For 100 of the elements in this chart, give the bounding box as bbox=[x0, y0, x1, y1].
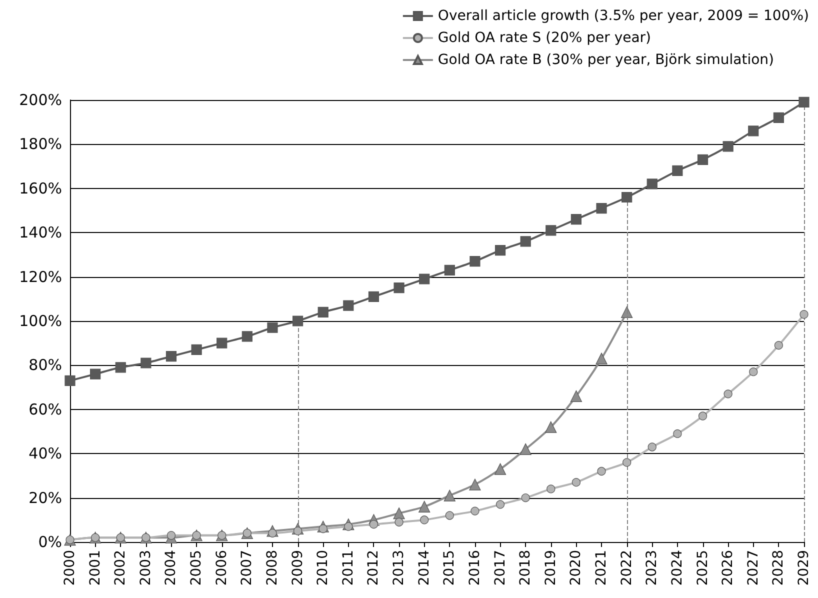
point bbox=[418, 500, 430, 512]
point bbox=[646, 178, 658, 190]
x-tick-label: 2002 bbox=[112, 550, 129, 586]
point bbox=[420, 516, 429, 524]
x-tick-label: 2019 bbox=[542, 550, 559, 586]
point bbox=[445, 511, 454, 520]
x-tick-label: 2018 bbox=[518, 550, 534, 586]
point bbox=[697, 154, 708, 165]
point bbox=[672, 165, 683, 176]
legend-label: Gold OA rate S (20% per year) bbox=[438, 30, 652, 46]
point bbox=[545, 421, 557, 433]
point bbox=[800, 310, 808, 319]
x-tick-label: 2017 bbox=[492, 550, 508, 586]
point bbox=[343, 300, 354, 311]
point bbox=[773, 112, 784, 123]
point bbox=[570, 214, 582, 225]
point bbox=[521, 494, 530, 502]
legend-label: Gold OA rate B (30% per year, Björk simulation) bbox=[438, 52, 774, 68]
point bbox=[191, 344, 202, 356]
x-tick-label: 2015 bbox=[442, 550, 458, 586]
point bbox=[622, 192, 632, 203]
point bbox=[444, 490, 456, 502]
x-tick-label: 2000 bbox=[62, 550, 78, 586]
y-tick-label: 200% bbox=[19, 91, 62, 109]
x-tick-label: 2029 bbox=[796, 550, 812, 586]
x-tick-label: 2027 bbox=[745, 550, 762, 586]
x-tick-label: 2014 bbox=[416, 550, 432, 586]
x-tick-label: 2006 bbox=[214, 550, 230, 586]
x-tick-label: 2020 bbox=[568, 550, 584, 586]
point bbox=[621, 306, 633, 318]
point bbox=[242, 331, 252, 342]
point bbox=[520, 443, 532, 455]
point bbox=[115, 362, 126, 373]
x-tick-label: 2025 bbox=[694, 550, 711, 586]
y-tick-label: 120% bbox=[19, 268, 62, 286]
point bbox=[774, 341, 783, 350]
point bbox=[748, 126, 759, 136]
x-tick-label: 2016 bbox=[466, 550, 483, 586]
point bbox=[292, 316, 304, 326]
y-tick-label: 140% bbox=[19, 224, 62, 242]
point bbox=[494, 244, 506, 256]
point bbox=[140, 358, 152, 368]
point bbox=[216, 338, 228, 348]
x-tick-label: 2012 bbox=[366, 550, 382, 586]
point bbox=[496, 500, 505, 509]
x-tick-label: 2003 bbox=[138, 550, 154, 586]
y-tick-label: 40% bbox=[28, 444, 62, 463]
x-tick-label: 2005 bbox=[188, 550, 205, 586]
x-tick-label: 2011 bbox=[340, 550, 356, 586]
x-tick-label: 2026 bbox=[720, 550, 736, 586]
point bbox=[494, 463, 506, 475]
point bbox=[369, 520, 378, 529]
point bbox=[368, 291, 380, 302]
x-tick-label: 2009 bbox=[290, 550, 306, 586]
point bbox=[470, 506, 480, 516]
point bbox=[597, 466, 606, 476]
point bbox=[520, 236, 531, 247]
point bbox=[596, 352, 608, 364]
point bbox=[393, 507, 405, 520]
x-tick-label: 2022 bbox=[618, 550, 635, 586]
y-tick-label: 20% bbox=[28, 488, 62, 507]
x-tick-label: 2028 bbox=[770, 550, 787, 586]
point bbox=[267, 322, 278, 333]
x-tick-label: 2007 bbox=[239, 550, 256, 586]
point bbox=[318, 524, 328, 534]
point bbox=[394, 518, 404, 526]
point bbox=[673, 429, 682, 438]
legend-label: Overall article growth (3.5% per year, 2009 = 100%) bbox=[438, 8, 810, 24]
point bbox=[724, 390, 732, 398]
y-tick-label: 180% bbox=[19, 135, 62, 154]
point bbox=[698, 412, 708, 420]
point bbox=[318, 306, 328, 318]
point bbox=[749, 368, 758, 376]
point bbox=[419, 274, 430, 284]
y-tick-label: 100% bbox=[19, 312, 62, 330]
point bbox=[166, 531, 176, 540]
x-tick-label: 2023 bbox=[644, 550, 660, 586]
point bbox=[572, 478, 581, 487]
x-tick-label: 2010 bbox=[315, 550, 332, 586]
point bbox=[470, 256, 480, 267]
x-tick-label: 2004 bbox=[163, 550, 180, 586]
y-tick-label: 160% bbox=[19, 179, 62, 198]
point bbox=[570, 390, 582, 402]
y-tick-label: 80% bbox=[28, 356, 62, 374]
point bbox=[622, 458, 632, 467]
point bbox=[469, 478, 481, 490]
point bbox=[546, 225, 556, 236]
point bbox=[90, 368, 101, 380]
x-tick-label: 2024 bbox=[669, 550, 686, 586]
point bbox=[722, 141, 734, 152]
x-tick-label: 2013 bbox=[391, 550, 408, 586]
point bbox=[798, 96, 810, 108]
x-tick-label: 2021 bbox=[594, 550, 610, 586]
point bbox=[64, 375, 76, 386]
point bbox=[394, 282, 404, 294]
y-tick-label: 60% bbox=[28, 400, 62, 418]
point bbox=[596, 202, 607, 214]
x-tick-label: 2001 bbox=[87, 550, 104, 586]
point bbox=[648, 442, 656, 452]
point bbox=[444, 264, 455, 276]
